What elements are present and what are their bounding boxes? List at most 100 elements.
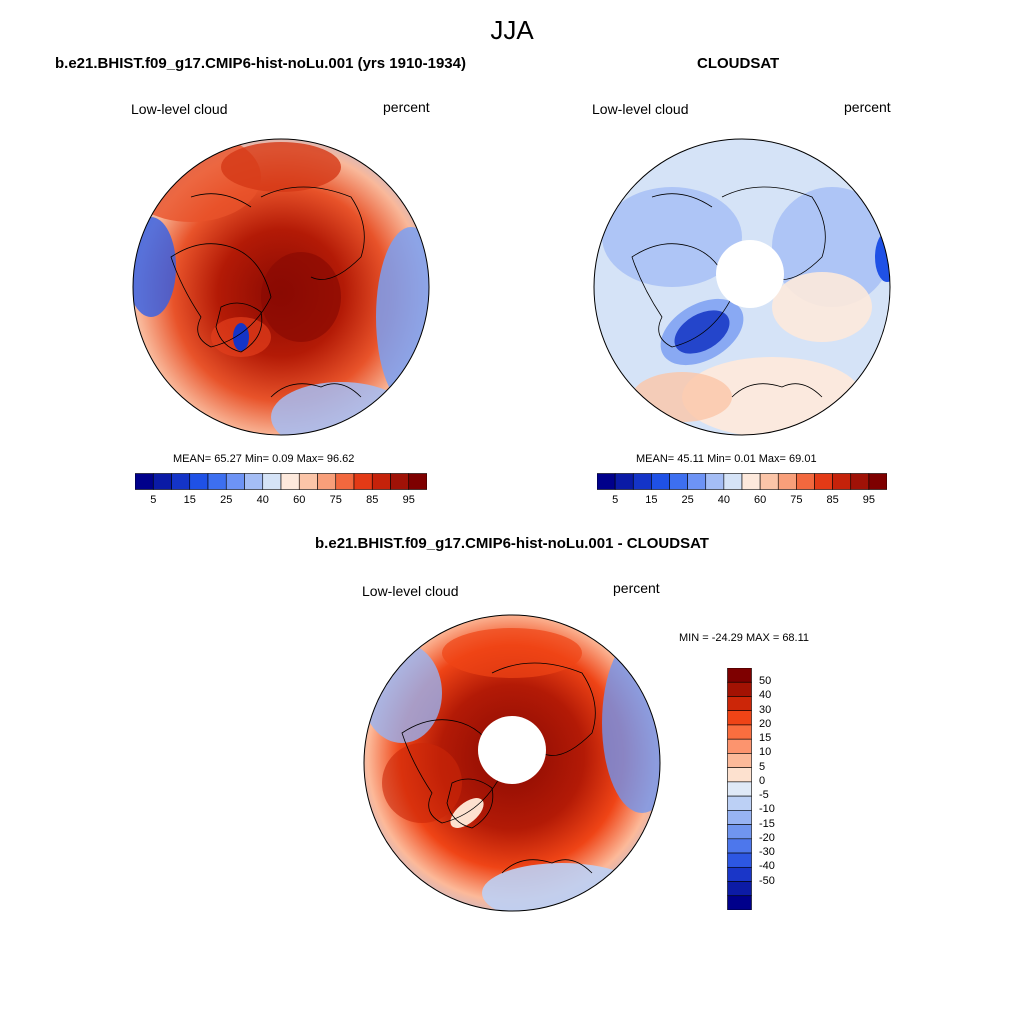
- colorbar-tick-label: 40: [256, 494, 269, 506]
- colorbar-tick-label: 0: [759, 774, 766, 787]
- obs-min-label: Min=: [707, 453, 732, 465]
- colorbar-swatch: [727, 724, 752, 740]
- colorbar-swatch: [727, 795, 752, 811]
- colorbar-tick-label: 60: [293, 494, 306, 506]
- model-max-label: Max=: [296, 453, 324, 465]
- colorbar-swatch: [723, 473, 743, 490]
- colorbar-swatch: [353, 473, 373, 490]
- colorbar-swatch: [727, 681, 752, 697]
- colorbar-tick-label: 5: [759, 760, 766, 773]
- diff-stats: MIN = -24.29 MAX = 68.11: [679, 632, 810, 644]
- colorbar-tick-label: 5: [612, 494, 619, 506]
- colorbar-tick-label: -50: [759, 874, 775, 887]
- colorbar-swatch: [262, 473, 282, 490]
- colorbar-tick-label: 75: [790, 494, 803, 506]
- season-title: JJA: [490, 15, 534, 45]
- colorbar-swatch: [850, 473, 870, 490]
- model-mean-label: MEAN=: [173, 453, 212, 465]
- colorbar-swatch: [727, 753, 752, 768]
- colorbar-swatch: [727, 810, 752, 825]
- diff-colorbar: [727, 668, 752, 910]
- colorbar-swatch: [727, 710, 752, 726]
- obs-colorbar-ticks: 5 15 25 40 60 75 85 95: [597, 494, 887, 508]
- obs-variable-label: Low-level cloud: [592, 101, 689, 117]
- colorbar-tick-label: -15: [759, 817, 775, 830]
- colorbar-swatch: [371, 473, 391, 490]
- colorbar-swatch: [727, 668, 752, 683]
- colorbar-swatch: [189, 473, 209, 490]
- obs-colorbar: [597, 473, 887, 490]
- colorbar-swatch: [727, 824, 752, 840]
- colorbar-swatch: [727, 696, 752, 712]
- colorbar-swatch: [298, 473, 318, 490]
- colorbar-tick-label: 5: [150, 494, 157, 506]
- colorbar-swatch: [727, 738, 752, 754]
- colorbar-swatch: [152, 473, 172, 490]
- colorbar-tick-label: 95: [402, 494, 415, 506]
- colorbar-tick-label: 25: [681, 494, 694, 506]
- colorbar-tick-label: 50: [759, 675, 772, 688]
- colorbar-tick-label: 15: [759, 732, 772, 745]
- model-mean-value: 65.27: [214, 453, 242, 465]
- colorbar-swatch: [669, 473, 688, 490]
- colorbar-tick-label: -10: [759, 803, 775, 816]
- colorbar-swatch: [868, 473, 887, 490]
- colorbar-swatch: [727, 881, 752, 897]
- colorbar-swatch: [335, 473, 355, 490]
- colorbar-swatch: [796, 473, 815, 490]
- colorbar-swatch: [632, 473, 652, 490]
- colorbar-swatch: [814, 473, 833, 490]
- colorbar-tick-label: 85: [826, 494, 839, 506]
- colorbar-swatch: [225, 473, 245, 490]
- colorbar-tick-label: 15: [183, 494, 196, 506]
- colorbar-tick-label: 75: [329, 494, 342, 506]
- obs-mean-label: MEAN=: [636, 453, 675, 465]
- colorbar-swatch: [832, 473, 852, 490]
- colorbar-tick-label: -5: [759, 789, 769, 802]
- model-units-label: percent: [383, 99, 430, 115]
- colorbar-tick-label: 15: [645, 494, 658, 506]
- model-colorbar-ticks: 5 15 25 40 60 75 85 95: [135, 494, 427, 508]
- model-min-value: 0.09: [272, 453, 294, 465]
- model-min-label: Min=: [244, 453, 270, 465]
- obs-max-value: 69.01: [789, 453, 817, 465]
- diff-panel-title: b.e21.BHIST.f09_g17.CMIP6-hist-noLu.001 …: [315, 535, 709, 552]
- model-colorbar: [135, 473, 427, 490]
- colorbar-tick-label: 40: [717, 494, 730, 506]
- colorbar-swatch: [408, 473, 427, 490]
- colorbar-swatch: [777, 473, 797, 490]
- colorbar-tick-label: 30: [759, 703, 772, 716]
- colorbar-swatch: [135, 473, 154, 490]
- colorbar-swatch: [280, 473, 300, 490]
- diff-units-label: percent: [613, 580, 660, 596]
- obs-panel-title: CLOUDSAT: [697, 55, 780, 72]
- model-max-value: 96.62: [326, 453, 355, 465]
- colorbar-tick-label: 85: [366, 494, 379, 506]
- colorbar-tick-label: 95: [862, 494, 875, 506]
- obs-polar-map: [593, 138, 891, 436]
- colorbar-swatch: [244, 473, 264, 490]
- obs-min-value: 0.01: [734, 453, 756, 465]
- colorbar-tick-label: 60: [754, 494, 767, 506]
- colorbar-tick-label: 20: [759, 717, 772, 730]
- colorbar-swatch: [207, 473, 227, 490]
- colorbar-swatch: [705, 473, 725, 490]
- colorbar-tick-label: 40: [759, 689, 772, 702]
- colorbar-swatch: [727, 781, 752, 797]
- colorbar-swatch: [317, 473, 337, 490]
- colorbar-tick-label: -20: [759, 831, 775, 844]
- model-panel-title: b.e21.BHIST.f09_g17.CMIP6-hist-noLu.001 …: [55, 55, 466, 72]
- colorbar-swatch: [597, 473, 616, 490]
- colorbar-swatch: [741, 473, 761, 490]
- colorbar-swatch: [727, 852, 752, 868]
- model-polar-map: [132, 138, 430, 436]
- colorbar-tick-label: -30: [759, 846, 775, 859]
- colorbar-tick-label: 25: [220, 494, 233, 506]
- colorbar-tick-label: 10: [759, 746, 772, 759]
- colorbar-swatch: [614, 473, 634, 490]
- colorbar-swatch: [727, 838, 752, 854]
- colorbar-swatch: [727, 866, 752, 882]
- colorbar-swatch: [171, 473, 191, 490]
- diff-polar-map: [363, 614, 661, 912]
- diff-colorbar-ticks: 50 40 30 20 15 10 5 0 -5 -10 -15 -20 -30 -40 -50: [759, 668, 799, 910]
